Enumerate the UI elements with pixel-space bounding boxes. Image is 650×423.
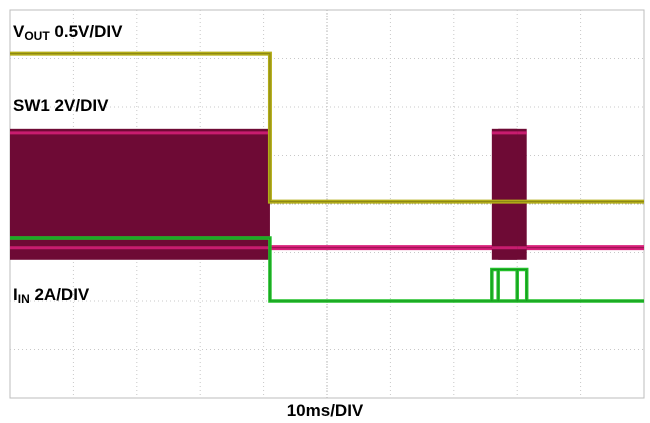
iin-trace-core — [10, 237, 644, 302]
vout-trace-core — [10, 53, 644, 203]
sw1-label: SW1 2V/DIV — [13, 96, 109, 115]
iin-label: IIN 2A/DIV — [13, 285, 90, 306]
sw1-switching-band — [10, 128, 270, 260]
vout-label: VOUT 0.5V/DIV — [13, 22, 123, 43]
sw1-switching-band — [491, 128, 518, 260]
x-axis-label: 10ms/DIV — [286, 401, 364, 420]
traces — [10, 51, 644, 303]
